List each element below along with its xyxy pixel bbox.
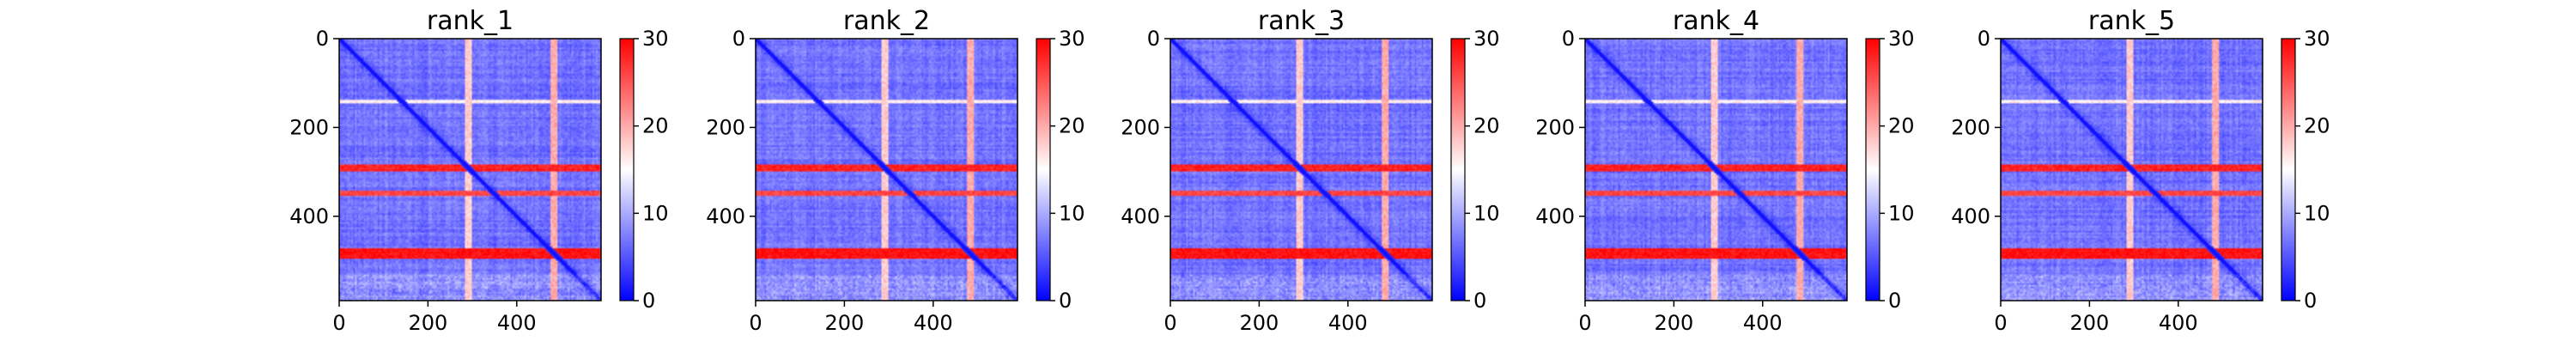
colorbar-tick-label: 30 xyxy=(642,27,669,51)
x-tick-label: 400 xyxy=(1328,311,1368,335)
x-tick-label: 200 xyxy=(2069,311,2109,335)
x-tick-label: 0 xyxy=(332,311,345,335)
x-tick-label: 200 xyxy=(408,311,447,335)
heatmap-image xyxy=(1585,39,1847,301)
x-tick-label: 400 xyxy=(497,311,537,335)
colorbar-tick-label: 10 xyxy=(1059,201,1085,225)
y-tick-label: 200 xyxy=(1121,115,1160,139)
y-tick-label: 0 xyxy=(732,27,745,51)
colorbar-tick-label: 10 xyxy=(1473,201,1500,225)
x-tick-label: 200 xyxy=(824,311,864,335)
plot-frame xyxy=(1170,38,1433,301)
plot-frame xyxy=(1584,38,1848,301)
colorbar-tick-label: 10 xyxy=(642,201,669,225)
plot-frame xyxy=(2000,38,2263,301)
panel-title: rank_1 xyxy=(427,6,513,36)
y-tick-label: 200 xyxy=(706,115,745,139)
x-tick-label: 200 xyxy=(1239,311,1279,335)
colorbar-tick-label: 30 xyxy=(1059,27,1085,51)
colorbar-tick-label: 0 xyxy=(642,289,655,313)
y-tick-label: 400 xyxy=(1951,204,1990,228)
x-tick-label: 0 xyxy=(1578,311,1591,335)
colorbar-tick-label: 20 xyxy=(1059,114,1085,138)
heatmap-panel-1: rank_1 0 200 400 0 200 400 0 10 20 30 xyxy=(289,6,668,335)
colorbar-tick-label: 0 xyxy=(1888,289,1901,313)
colorbar xyxy=(1036,38,1051,301)
colorbar-tick-label: 20 xyxy=(2304,114,2330,138)
x-tick-label: 400 xyxy=(2159,311,2198,335)
y-tick-label: 0 xyxy=(1562,27,1575,51)
y-tick-label: 400 xyxy=(1121,204,1160,228)
colorbar xyxy=(1865,38,1880,301)
heatmap-image xyxy=(1170,39,1432,301)
colorbar-tick-label: 0 xyxy=(1473,289,1486,313)
heatmap-image xyxy=(756,39,1018,301)
heatmap-panel-3: rank_3 0 200 400 0 200 400 0 10 20 30 xyxy=(1121,6,1499,335)
colorbar-tick-label: 30 xyxy=(2304,27,2330,51)
panel-title: rank_3 xyxy=(1258,6,1345,36)
x-tick-label: 400 xyxy=(1743,311,1783,335)
heatmap-panel-2: rank_2 0 200 400 0 200 400 0 10 20 30 xyxy=(706,6,1084,335)
colorbar-tick-label: 20 xyxy=(642,114,669,138)
plot-frame xyxy=(755,38,1018,301)
x-tick-label: 0 xyxy=(749,311,762,335)
y-tick-label: 200 xyxy=(1951,115,1990,139)
heatmap-panel-4: rank_4 0 200 400 0 200 400 0 10 20 30 xyxy=(1535,6,1914,335)
y-tick-label: 400 xyxy=(1535,204,1575,228)
colorbar-tick-label: 20 xyxy=(1888,114,1915,138)
x-tick-label: 0 xyxy=(1994,311,2007,335)
y-tick-label: 200 xyxy=(1535,115,1575,139)
panel-title: rank_2 xyxy=(843,6,930,36)
panel-title: rank_4 xyxy=(1673,6,1759,36)
y-tick-label: 400 xyxy=(289,204,329,228)
colorbar xyxy=(619,38,635,301)
colorbar xyxy=(2281,38,2296,301)
x-tick-label: 400 xyxy=(914,311,953,335)
colorbar-tick-label: 10 xyxy=(1888,201,1915,225)
x-tick-label: 0 xyxy=(1163,311,1176,335)
panel-title: rank_5 xyxy=(2088,6,2175,36)
heatmap-image xyxy=(339,39,601,301)
y-tick-label: 0 xyxy=(1978,27,1990,51)
colorbar-tick-label: 0 xyxy=(2304,289,2317,313)
y-tick-label: 400 xyxy=(706,204,745,228)
y-tick-label: 200 xyxy=(289,115,329,139)
y-tick-label: 0 xyxy=(1147,27,1160,51)
y-tick-label: 0 xyxy=(316,27,329,51)
plot-frame xyxy=(338,38,602,301)
colorbar xyxy=(1450,38,1466,301)
x-tick-label: 200 xyxy=(1654,311,1693,335)
heatmap-image xyxy=(2001,39,2263,301)
colorbar-tick-label: 30 xyxy=(1888,27,1915,51)
heatmap-panel-5: rank_5 0 200 400 0 200 400 0 10 20 30 xyxy=(1951,6,2330,335)
colorbar-tick-label: 20 xyxy=(1473,114,1500,138)
colorbar-tick-label: 30 xyxy=(1473,27,1500,51)
colorbar-tick-label: 0 xyxy=(1059,289,1072,313)
colorbar-tick-label: 10 xyxy=(2304,201,2330,225)
